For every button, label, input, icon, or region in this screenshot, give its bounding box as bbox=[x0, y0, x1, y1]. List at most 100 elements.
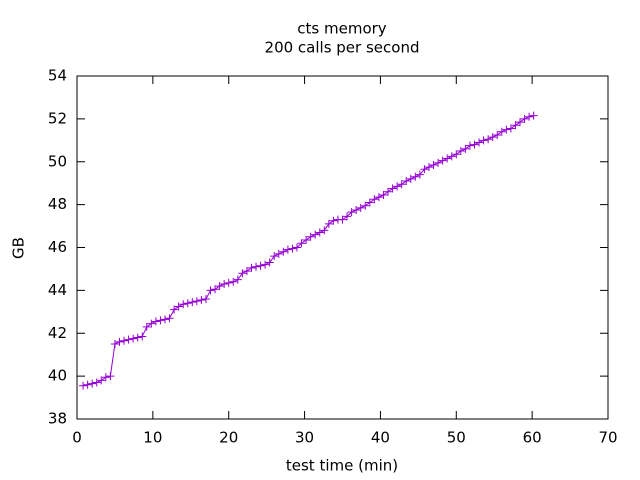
data-point bbox=[147, 319, 156, 328]
x-tick-label: 70 bbox=[598, 429, 617, 447]
data-point bbox=[497, 127, 506, 136]
data-point bbox=[129, 334, 138, 343]
data-point bbox=[79, 381, 88, 390]
data-point bbox=[124, 335, 133, 344]
data-point bbox=[338, 215, 347, 224]
data-point bbox=[183, 299, 192, 308]
data-point bbox=[343, 212, 352, 221]
data-point bbox=[320, 226, 329, 235]
data-point bbox=[388, 184, 397, 193]
data-point bbox=[174, 302, 183, 311]
data-point bbox=[484, 135, 493, 144]
x-tick-label: 60 bbox=[523, 429, 542, 447]
data-point bbox=[101, 373, 110, 382]
data-point bbox=[502, 125, 511, 134]
data-point bbox=[247, 263, 256, 272]
data-point bbox=[170, 305, 179, 314]
y-tick-label: 46 bbox=[48, 238, 67, 256]
y-tick-label: 42 bbox=[48, 324, 67, 342]
data-point bbox=[479, 136, 488, 145]
data-point bbox=[151, 317, 160, 326]
data-point bbox=[406, 174, 415, 183]
x-tick-label: 40 bbox=[371, 429, 390, 447]
data-point bbox=[242, 267, 251, 276]
data-point bbox=[397, 180, 406, 189]
data-point bbox=[97, 376, 106, 385]
y-tick-label: 52 bbox=[48, 109, 67, 127]
data-point bbox=[384, 187, 393, 196]
data-point bbox=[356, 203, 365, 212]
data-point bbox=[265, 258, 274, 267]
data-point bbox=[429, 160, 438, 169]
data-point bbox=[529, 111, 538, 120]
data-point bbox=[374, 193, 383, 202]
y-tick-label: 54 bbox=[48, 67, 67, 85]
x-axis-label: test time (min) bbox=[286, 457, 398, 475]
data-point bbox=[92, 378, 101, 387]
data-point bbox=[447, 152, 456, 161]
data-point bbox=[283, 245, 292, 254]
data-point bbox=[470, 140, 479, 149]
data-point bbox=[393, 182, 402, 191]
x-tick-label: 50 bbox=[447, 429, 466, 447]
data-point bbox=[379, 190, 388, 199]
data-point bbox=[201, 294, 210, 303]
data-point bbox=[411, 172, 420, 181]
data-point bbox=[261, 260, 270, 269]
y-axis-label: GB bbox=[10, 237, 28, 259]
data-point bbox=[156, 316, 165, 325]
data-point bbox=[179, 300, 188, 309]
data-point bbox=[402, 177, 411, 186]
data-point bbox=[443, 154, 452, 163]
data-point bbox=[434, 158, 443, 167]
data-point bbox=[465, 141, 474, 150]
data-point bbox=[215, 282, 224, 291]
data-point bbox=[493, 130, 502, 139]
data-point bbox=[302, 235, 311, 244]
data-point bbox=[365, 198, 374, 207]
data-point bbox=[297, 239, 306, 248]
x-tick-label: 0 bbox=[72, 429, 82, 447]
data-point bbox=[525, 112, 534, 121]
y-tick-label: 38 bbox=[48, 410, 67, 428]
data-point bbox=[511, 121, 520, 130]
data-point bbox=[347, 208, 356, 217]
x-tick-label: 20 bbox=[219, 429, 238, 447]
data-point bbox=[110, 339, 119, 348]
data-point bbox=[361, 201, 370, 210]
chart-title: cts memory bbox=[297, 20, 387, 38]
data-point bbox=[224, 278, 233, 287]
data-point bbox=[115, 337, 124, 346]
data-point bbox=[238, 269, 247, 278]
data-point bbox=[516, 118, 525, 127]
data-point bbox=[488, 133, 497, 142]
data-point bbox=[88, 379, 97, 388]
data-point bbox=[138, 332, 147, 341]
data-point bbox=[420, 165, 429, 174]
data-point bbox=[133, 333, 142, 342]
data-point bbox=[324, 219, 333, 228]
data-point bbox=[438, 156, 447, 165]
y-tick-label: 40 bbox=[48, 367, 67, 385]
x-tick-label: 10 bbox=[143, 429, 162, 447]
data-point bbox=[83, 380, 92, 389]
data-point bbox=[315, 228, 324, 237]
data-point bbox=[288, 244, 297, 253]
data-point bbox=[370, 195, 379, 204]
data-line bbox=[82, 115, 534, 387]
data-point bbox=[220, 279, 229, 288]
data-point bbox=[142, 322, 151, 331]
y-tick-label: 50 bbox=[48, 152, 67, 170]
data-point bbox=[520, 114, 529, 123]
data-point bbox=[165, 314, 174, 323]
data-point bbox=[311, 230, 320, 239]
data-point bbox=[306, 232, 315, 241]
data-point bbox=[274, 249, 283, 258]
data-point bbox=[270, 252, 279, 261]
data-point bbox=[160, 315, 169, 324]
data-point bbox=[456, 147, 465, 156]
chart-subtitle: 200 calls per second bbox=[265, 39, 420, 57]
data-point bbox=[252, 262, 261, 271]
